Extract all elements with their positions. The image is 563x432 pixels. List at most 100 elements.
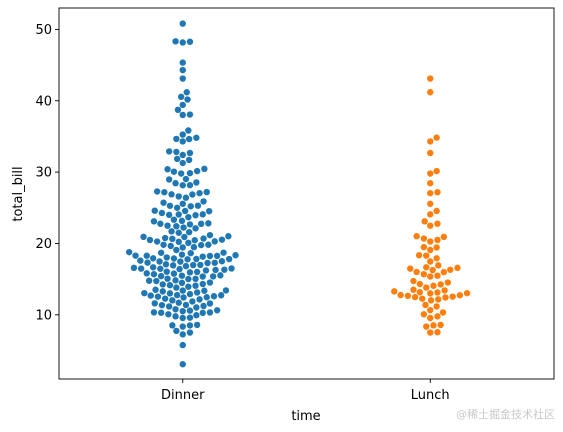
data-point-dinner [218,236,226,243]
data-point-dinner [186,111,194,118]
data-point-dinner [187,249,194,257]
data-point-dinner [217,292,225,299]
data-point-dinner [168,191,175,198]
data-point-dinner [202,267,210,274]
data-point-dinner [179,307,186,315]
data-point-dinner [164,166,171,173]
data-point-dinner [193,268,201,276]
data-point-dinner [196,189,203,197]
data-point-lunch [416,289,424,296]
data-point-dinner [199,253,206,260]
data-point-dinner [185,283,192,290]
data-point-dinner [130,264,138,272]
data-point-dinner [181,207,189,215]
data-point-dinner [150,270,158,278]
data-point-dinner [152,286,159,293]
data-point-lunch [407,265,414,272]
x-axis-label: time [291,409,320,424]
data-point-lunch [413,233,420,240]
data-point-dinner [137,265,145,272]
data-point-lunch [434,328,441,336]
y-tick-label: 10 [35,308,52,323]
data-point-dinner [179,314,186,322]
data-point-lunch [442,294,449,301]
data-point-dinner [222,287,230,294]
data-point-lunch [427,246,434,254]
data-point-dinner [201,165,208,173]
data-point-lunch [437,281,444,288]
data-point-lunch [391,288,398,295]
data-point-lunch [427,329,434,336]
data-point-dinner [185,127,192,134]
data-point-dinner [173,135,180,143]
data-point-dinner [162,261,170,268]
data-point-dinner [172,38,179,45]
data-point-dinner [179,244,186,251]
data-point-dinner [205,241,212,248]
data-point-dinner [186,169,194,177]
data-point-dinner [203,188,210,196]
data-point-dinner [169,235,176,243]
data-point-dinner [143,252,150,259]
data-point-lunch [415,252,423,259]
data-point-dinner [166,202,174,209]
data-point-dinner [185,156,193,164]
data-point-dinner [213,252,221,260]
data-point-dinner [189,191,196,198]
data-point-lunch [427,238,434,245]
data-point-dinner [170,270,178,277]
data-point-lunch [423,323,430,330]
data-point-lunch [435,296,442,303]
data-point-dinner [167,242,174,250]
data-point-dinner [192,225,199,232]
data-point-dinner [189,261,197,269]
data-points [125,20,471,368]
data-point-lunch [433,207,440,215]
data-point-lunch [427,189,434,197]
data-point-dinner [173,246,180,254]
data-point-dinner [185,228,193,236]
data-point-lunch [427,297,435,304]
data-point-dinner [209,273,217,280]
data-point-dinner [179,159,186,167]
data-point-dinner [170,168,178,175]
data-point-dinner [154,293,162,300]
data-point-dinner [206,309,214,316]
data-point-dinner [164,222,171,229]
data-point-dinner [170,255,178,262]
data-point-lunch [440,233,448,241]
data-point-dinner [165,176,173,183]
data-point-lunch [434,236,441,244]
data-point-dinner [221,266,228,273]
data-point-dinner [168,228,175,235]
data-point-dinner [179,331,186,338]
data-point-lunch [427,314,434,322]
data-point-dinner [178,217,186,225]
data-point-dinner [157,272,165,280]
data-point-dinner [161,295,169,302]
data-point-dinner [179,66,186,74]
data-point-dinner [158,209,166,217]
data-point-dinner [165,311,172,318]
data-point-dinner [173,291,181,299]
data-point-dinner [186,290,194,298]
data-point-dinner [186,269,194,276]
data-point-dinner [182,262,190,270]
data-point-dinner [149,264,157,271]
data-point-lunch [433,303,440,310]
data-point-dinner [179,323,186,330]
y-tick-label: 20 [35,237,52,252]
data-point-dinner [179,59,186,66]
data-point-lunch [434,189,441,196]
data-point-dinner [197,261,204,269]
data-point-dinner [196,296,203,303]
y-axis-ticks: 10 20 30 40 50 [35,23,59,323]
data-point-dinner [203,294,210,301]
data-point-dinner [160,241,167,248]
data-point-dinner [173,148,180,156]
data-point-dinner [193,255,200,263]
data-point-dinner [161,189,168,196]
data-point-dinner [163,268,170,275]
data-point-dinner [178,251,186,258]
